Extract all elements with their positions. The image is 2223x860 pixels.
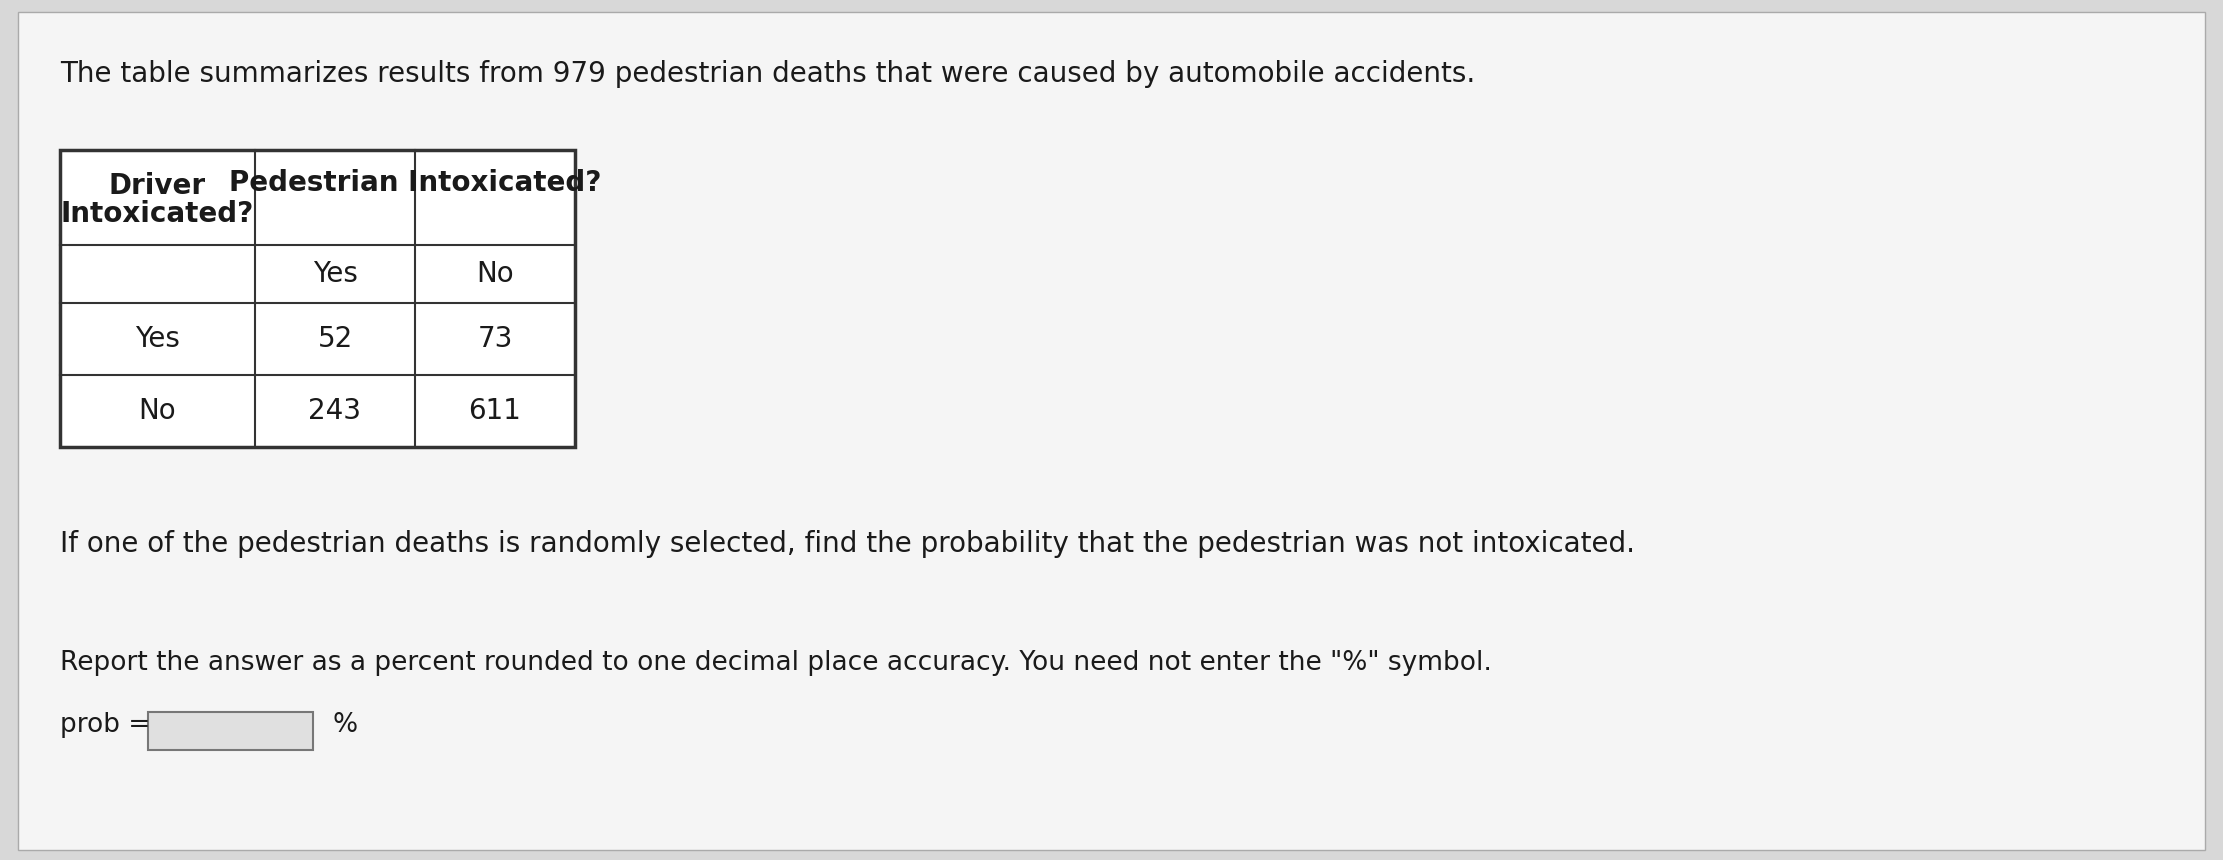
Text: Yes: Yes (136, 325, 180, 353)
Text: 243: 243 (309, 397, 362, 425)
Text: No: No (138, 397, 176, 425)
Text: 52: 52 (318, 325, 353, 353)
Text: 611: 611 (469, 397, 522, 425)
Text: The table summarizes results from 979 pedestrian deaths that were caused by auto: The table summarizes results from 979 pe… (60, 60, 1476, 88)
Text: No: No (476, 260, 514, 288)
Text: 73: 73 (478, 325, 514, 353)
Text: Yes: Yes (313, 260, 358, 288)
Text: prob =: prob = (60, 712, 151, 738)
Bar (60, 150, 576, 447)
Bar (60, 150, 576, 447)
Bar (149, 712, 313, 750)
Text: Driver: Driver (109, 171, 207, 200)
Text: Report the answer as a percent rounded to one decimal place accuracy. You need n: Report the answer as a percent rounded t… (60, 650, 1492, 676)
Text: If one of the pedestrian deaths is randomly selected, find the probability that : If one of the pedestrian deaths is rando… (60, 530, 1634, 558)
Text: Intoxicated?: Intoxicated? (60, 200, 253, 228)
Text: %: % (333, 712, 358, 738)
Text: Pedestrian Intoxicated?: Pedestrian Intoxicated? (229, 169, 600, 197)
